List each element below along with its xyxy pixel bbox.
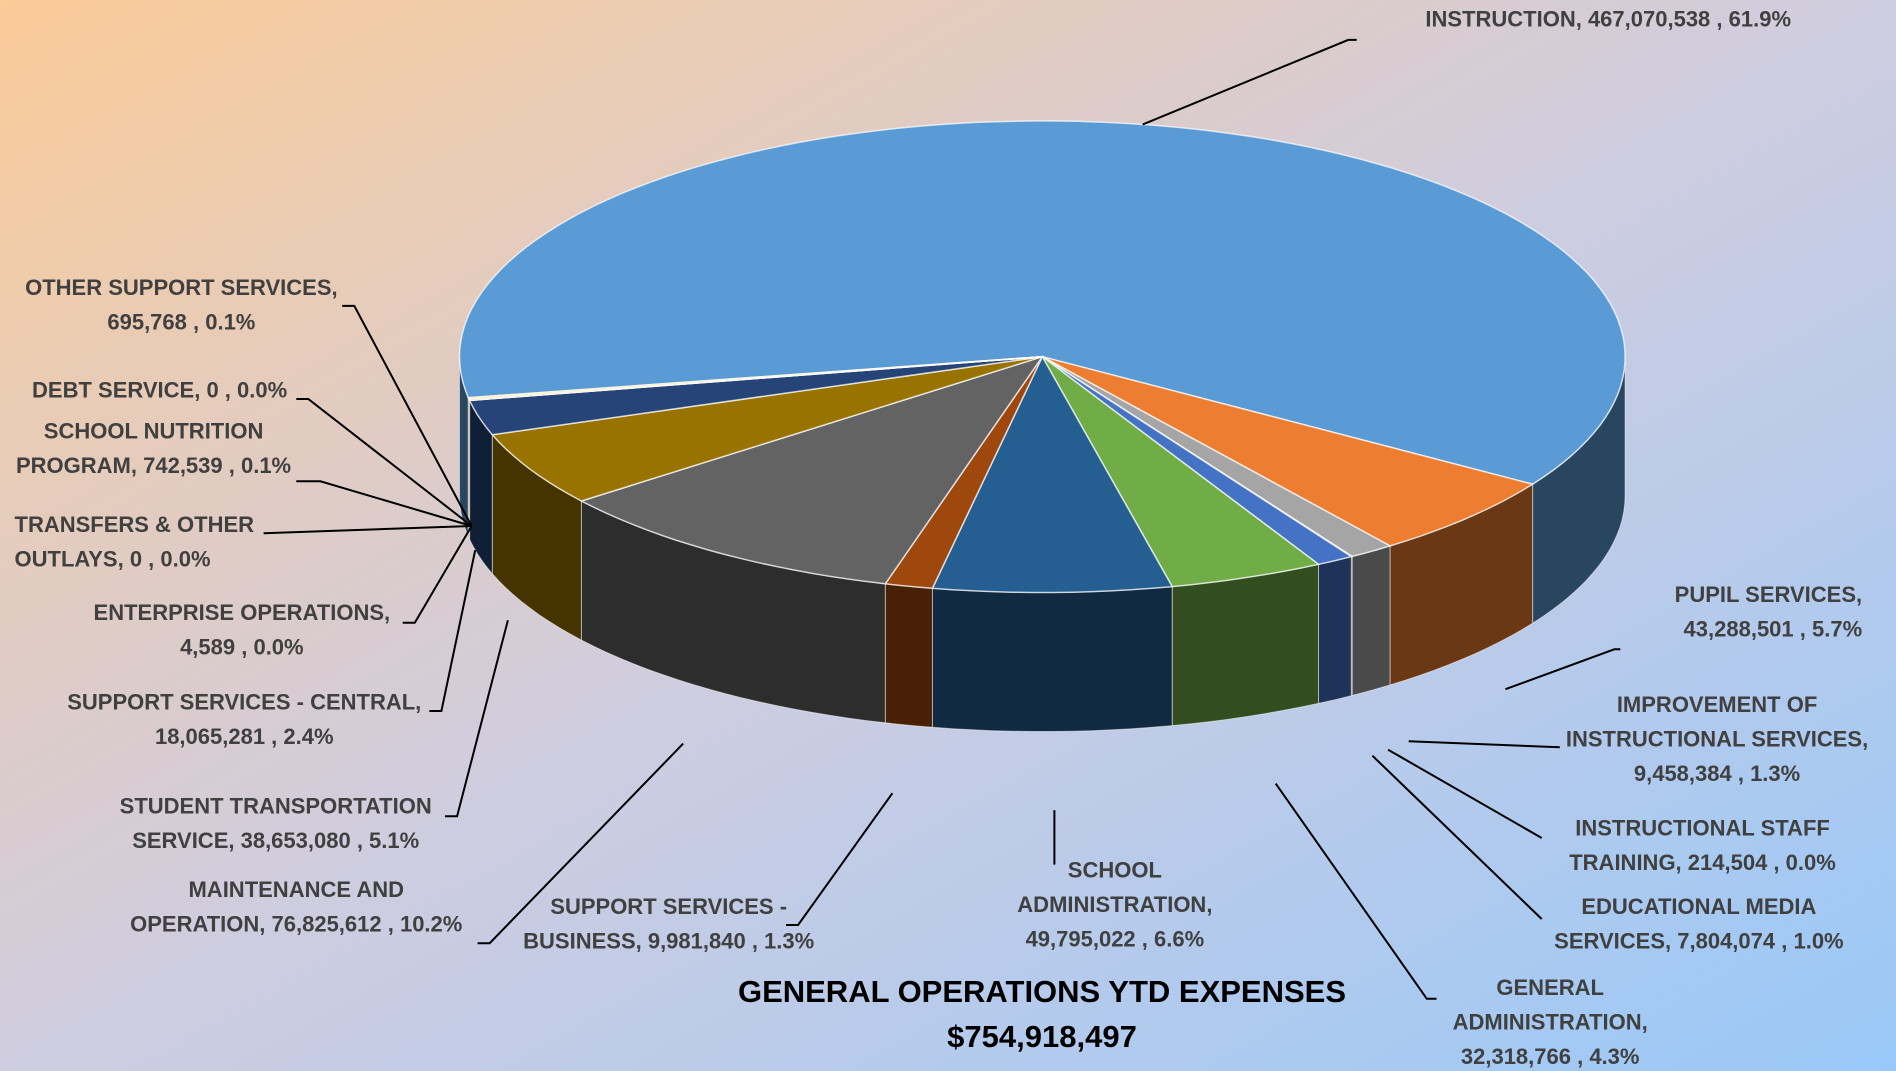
data-label: PROGRAM, 742,539 , 0.1% [16,453,291,478]
data-label: DEBT SERVICE, 0 , 0.0% [32,378,287,403]
slice-side [1351,545,1391,697]
data-label: MAINTENANCE AND [188,877,404,902]
data-label: 9,458,384 , 1.3% [1634,761,1800,786]
data-label: BUSINESS, 9,981,840 , 1.3% [523,928,814,953]
slice [458,120,1626,486]
data-label: 49,795,022 , 6.6% [1026,927,1205,952]
leader-line [445,620,509,818]
chart-title: GENERAL OPERATIONS YTD EXPENSES [738,974,1346,1009]
data-label: OUTLAYS, 0 , 0.0% [15,546,211,571]
slice [490,355,1043,502]
data-label: 4,589 , 0.0% [180,635,304,660]
data-label: ENTERPRISE OPERATIONS, [94,600,391,625]
data-label: PUPIL SERVICES, [1675,582,1862,607]
leader-line [1274,783,1437,1000]
data-label: 695,768 , 0.1% [107,309,255,334]
data-label: INSTRUCTION, 467,070,538 , 61.9% [1425,6,1791,31]
data-label: TRANSFERS & OTHER [15,512,255,537]
leader-line [1408,740,1560,749]
slice-side [1171,563,1319,727]
slice-side [467,397,470,539]
data-label: OPERATION, 76,825,612 , 10.2% [130,911,462,936]
leader-line [1142,38,1357,126]
data-label: SUPPORT SERVICES - CENTRAL, [67,690,421,715]
leader-line [296,480,472,527]
data-label: OTHER SUPPORT SERVICES, [25,275,338,300]
slice [468,355,1043,436]
data-label: 43,288,501 , 5.7% [1684,616,1863,641]
chart-subtitle: $754,918,497 [947,1019,1137,1054]
leader-line [429,549,477,712]
data-label: INSTRUCTIONAL STAFF [1575,815,1830,840]
slice [579,355,1045,585]
slice-side [884,583,933,728]
data-label: STUDENT TRANSPORTATION [120,794,432,819]
leader-line [477,742,684,945]
leader-line [786,792,894,926]
leader-line [1505,648,1621,691]
data-label: SUPPORT SERVICES - [550,894,787,919]
slice-side [931,586,1173,732]
leader-line [263,525,472,535]
data-label: 18,065,281 , 2.4% [155,724,334,749]
leader-line [402,525,473,624]
data-label: ADMINISTRATION, [1017,892,1212,917]
data-label: TRAINING, 214,504 , 0.0% [1569,850,1836,875]
leader-line [1387,748,1543,839]
data-label: ADMINISTRATION, [1453,1009,1648,1034]
leader-line [296,398,473,527]
data-label: INSTRUCTIONAL SERVICES, [1566,726,1868,751]
slice-side [1318,555,1352,705]
data-label: IMPROVEMENT OF [1617,692,1817,717]
slice [467,355,1043,400]
leader-line [342,304,473,527]
data-label: SCHOOL NUTRITION [44,419,264,444]
data-label: GENERAL [1496,975,1604,1000]
slice [1041,356,1321,588]
slice [1041,355,1535,547]
data-label: SERVICES, 7,804,074 , 1.0% [1554,928,1843,953]
data-label: 32,318,766 , 4.3% [1461,1044,1640,1069]
data-label: EDUCATIONAL MEDIA [1581,894,1816,919]
slice [931,355,1174,594]
data-label: SERVICE, 38,653,080 , 5.1% [132,828,419,853]
leader-line [1371,754,1543,920]
data-label: SCHOOL [1068,858,1162,883]
